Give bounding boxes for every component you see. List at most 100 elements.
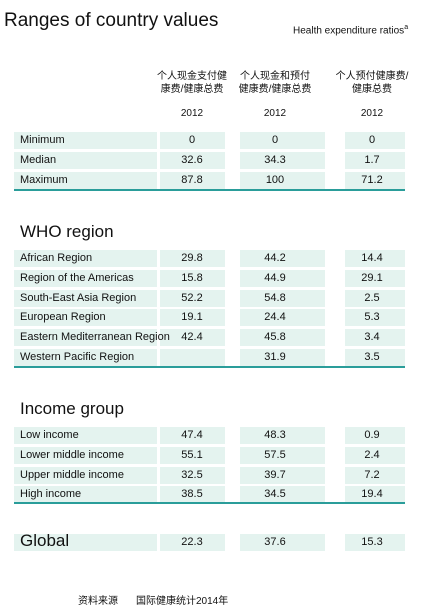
cell-value: 2.5 [364,291,380,304]
row-label: Eastern Mediterranean Region [20,331,170,344]
cell-bg [345,309,405,327]
cell-value: 54.8 [264,291,286,304]
row-label: Global [20,531,70,550]
subtitle: Health expenditure ratiosa [293,24,408,36]
cell-value: 42.4 [181,331,203,344]
subtitle-text: Health expenditure ratios [293,25,405,37]
cell-value: 0 [368,134,376,146]
cell-value: 29.1 [361,271,383,284]
cell-value: 0.9 [364,429,380,441]
cell-value: 3.4 [364,331,380,344]
row-label: High income [20,488,82,501]
row-bg [14,349,157,366]
cell-bg [240,151,325,169]
divider [14,366,405,368]
cell-value: 14.4 [361,252,383,264]
cell-value: 37.6 [264,536,286,548]
cell-bg [160,446,225,464]
cell-bg [345,269,405,287]
cell-bg [345,446,405,464]
cell-value: 44.2 [264,252,286,264]
cell-bg [240,171,325,189]
cell-value: 31.9 [264,351,286,363]
cell-bg [345,171,405,189]
cell-value: 34.3 [264,153,286,166]
row-bg [14,427,157,444]
cell-value: 2.4 [364,448,380,461]
column-year: 2012 [360,108,384,119]
cell-bg [345,329,405,347]
cell-bg [240,289,325,307]
cell-bg [345,250,405,267]
cell-bg [345,349,405,366]
row-label: African Region [20,252,93,264]
cell-value: 5.3 [364,311,380,324]
section-title: Income group [20,399,124,418]
cell-bg [160,534,225,551]
row-bg [14,329,157,347]
cell-value: 29.8 [181,252,203,264]
cell-value: 44.9 [264,271,286,284]
cell-bg [345,132,405,149]
row-bg [14,269,157,287]
row-label: European Region [20,311,106,324]
cell-bg [160,329,225,347]
divider [14,502,405,504]
cell-value: 57.5 [264,448,286,461]
cell-bg [345,289,405,307]
row-label: Minimum [20,134,65,146]
row-bg [14,446,157,464]
cell-value: 15.8 [181,271,203,284]
cell-bg [160,151,225,169]
cell-bg [240,309,325,327]
cell-value: 19.4 [361,488,383,501]
row-bg [14,486,157,504]
cell-bg [160,289,225,307]
cell-value: 3.5 [364,351,380,363]
cell-bg [160,349,225,366]
note: a [404,24,409,31]
divider [14,189,405,191]
cell-bg [345,466,405,484]
row-label: Region of the Americas [20,271,134,284]
cell-value: 0 [271,134,279,146]
row-label: Low income [20,429,79,441]
row-bg [14,171,157,189]
cell-value: 1.7 [364,153,380,166]
cell-value: 34.5 [264,488,286,501]
cell-bg [240,349,325,366]
cell-bg [160,427,225,444]
cell-bg [160,269,225,287]
column-year: 2012 [263,108,287,119]
row-label: Maximum [20,173,68,186]
cell-bg [240,329,325,347]
cell-value: 15.3 [361,536,383,548]
cell-bg [240,269,325,287]
row-label: Upper middle income [20,468,124,481]
cell-value: 39.7 [264,468,286,481]
cell-value: 52.2 [181,291,203,304]
cell-bg [345,534,405,551]
column-header: 个人现金和预付健康费/健康总费 [238,71,312,95]
cell-bg [160,171,225,189]
row-label: South-East Asia Region [20,291,137,304]
section-title: WHO region [20,222,114,241]
footer-label: 资料来源 [78,596,118,607]
cell-bg [345,427,405,444]
cell-value: 45.8 [264,331,286,344]
cell-bg [160,309,225,327]
column-year: 2012 [180,108,204,119]
cell-value: 32.5 [181,468,203,481]
cell-bg [345,151,405,169]
cell-value: 38.5 [181,488,203,501]
cell-bg [240,132,325,149]
cell-value: 22.3 [181,536,203,548]
cell-value: 71.2 [361,173,383,186]
row-label: Median [20,153,57,166]
cell-bg [160,486,225,504]
cell-value: 100 [265,173,285,186]
row-bg [14,132,157,149]
cell-bg [240,466,325,484]
cell-value: 7.2 [364,468,380,481]
cell-value: 19.1 [181,311,203,324]
